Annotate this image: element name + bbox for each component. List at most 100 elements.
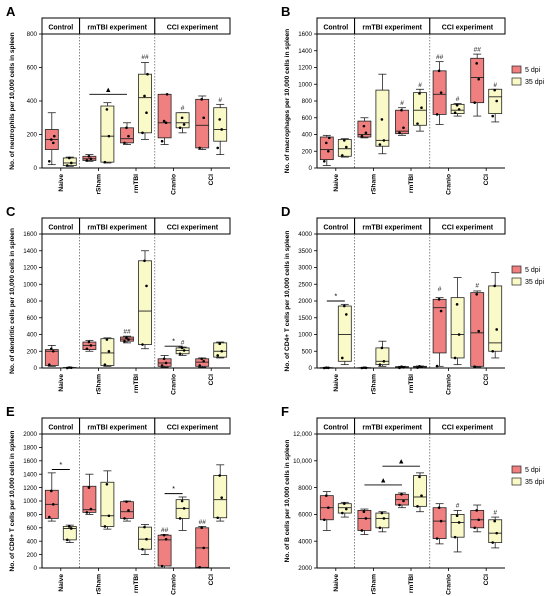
data-point bbox=[103, 363, 107, 366]
group-header-label: Control bbox=[323, 25, 348, 32]
data-point bbox=[439, 309, 443, 313]
y-tick-label: 1600 bbox=[298, 31, 312, 38]
data-point bbox=[70, 161, 73, 165]
data-point bbox=[218, 342, 221, 346]
group-header-box bbox=[154, 417, 231, 435]
data-point bbox=[345, 507, 348, 511]
data-point bbox=[362, 366, 366, 369]
data-point bbox=[220, 349, 223, 353]
box-5dpi bbox=[120, 127, 134, 144]
data-point bbox=[400, 365, 403, 368]
data-point bbox=[66, 538, 69, 542]
x-tick-label: Cranio bbox=[446, 574, 453, 595]
group-header-label: rmTBI experiment bbox=[87, 25, 147, 32]
y-tick-label: 1000 bbox=[298, 81, 312, 88]
data-point bbox=[416, 505, 419, 508]
group-header-label: CCI experiment bbox=[167, 25, 219, 32]
group-header-label: rmTBI experiment bbox=[87, 225, 147, 232]
data-point bbox=[327, 366, 330, 370]
data-point bbox=[145, 111, 148, 115]
data-point bbox=[453, 356, 457, 360]
y-tick-label: 1000 bbox=[23, 498, 37, 505]
data-point bbox=[70, 366, 73, 370]
group-header-label: CCI experiment bbox=[167, 425, 219, 432]
box-5dpi bbox=[44, 349, 59, 366]
data-point bbox=[437, 298, 441, 301]
data-point bbox=[200, 98, 203, 101]
data-point bbox=[360, 529, 364, 532]
data-point bbox=[378, 526, 382, 530]
data-point bbox=[495, 531, 498, 535]
data-point bbox=[143, 94, 146, 98]
data-point bbox=[343, 502, 346, 505]
x-tick-label: rSham bbox=[95, 374, 102, 395]
data-point bbox=[420, 494, 423, 497]
group-header-label: CCI experiment bbox=[442, 425, 494, 432]
data-point bbox=[198, 146, 201, 150]
y-tick-label: 10,000 bbox=[293, 458, 312, 465]
data-point bbox=[475, 509, 478, 512]
data-point bbox=[362, 510, 366, 514]
data-point bbox=[68, 525, 71, 528]
data-point bbox=[491, 541, 494, 544]
panel-f: F Control rmTBI experiment CCI experiment 20… bbox=[281, 404, 545, 595]
legend-swatch bbox=[511, 77, 522, 86]
data-point bbox=[200, 357, 203, 361]
data-point bbox=[160, 564, 164, 568]
box-35dpi bbox=[175, 499, 190, 519]
group-header-label: Control bbox=[48, 25, 73, 32]
data-point bbox=[202, 116, 205, 120]
data-point bbox=[123, 339, 126, 343]
x-tick-label: rmTBI bbox=[133, 374, 140, 393]
box-35dpi bbox=[488, 519, 503, 543]
significance-marker: ## bbox=[123, 329, 131, 336]
x-tick-label: rSham bbox=[95, 174, 102, 195]
y-tick-label: 0 bbox=[309, 365, 313, 372]
panel-letter: D bbox=[281, 204, 290, 219]
data-point bbox=[398, 503, 401, 507]
box-35dpi bbox=[337, 503, 352, 514]
data-point bbox=[198, 566, 201, 569]
data-point bbox=[105, 482, 109, 486]
data-point bbox=[164, 361, 168, 365]
data-point bbox=[400, 108, 403, 112]
data-point bbox=[202, 546, 205, 550]
significance-marker: # bbox=[218, 97, 222, 104]
x-tick-label: rmTBI bbox=[408, 174, 415, 193]
data-point bbox=[345, 145, 348, 149]
x-tick-label: Cranio bbox=[171, 374, 178, 395]
box-35dpi bbox=[138, 260, 152, 345]
significance-bracket-label: * bbox=[172, 337, 175, 346]
data-point bbox=[382, 517, 386, 520]
y-tick-label: 600 bbox=[27, 525, 38, 532]
box-35dpi bbox=[213, 107, 228, 142]
data-point bbox=[50, 489, 53, 493]
box-35dpi bbox=[213, 475, 228, 519]
box-5dpi bbox=[470, 292, 485, 367]
significance-bracket-label: * bbox=[172, 484, 175, 493]
data-point bbox=[87, 486, 91, 489]
data-point bbox=[362, 124, 366, 128]
group-header-label: rmTBI experiment bbox=[362, 425, 422, 432]
data-point bbox=[180, 499, 184, 503]
data-point bbox=[127, 134, 130, 138]
data-point bbox=[493, 519, 496, 523]
data-point bbox=[103, 160, 107, 164]
data-point bbox=[70, 527, 73, 530]
y-tick-label: 1600 bbox=[23, 231, 37, 238]
data-point bbox=[182, 123, 186, 126]
y-tick-label: 1400 bbox=[298, 48, 312, 55]
data-point bbox=[439, 519, 443, 523]
box-35dpi bbox=[100, 481, 115, 527]
group-header-box bbox=[429, 17, 506, 35]
box-5dpi bbox=[319, 136, 334, 161]
y-tick-label: 800 bbox=[27, 31, 38, 38]
data-point bbox=[50, 138, 53, 141]
y-tick-label: 400 bbox=[27, 538, 38, 545]
legend-swatch bbox=[511, 277, 522, 286]
x-tick-label: rSham bbox=[95, 574, 102, 595]
group-header-label: Control bbox=[48, 225, 73, 232]
data-point bbox=[325, 494, 328, 497]
data-point bbox=[491, 114, 494, 118]
data-point bbox=[382, 360, 386, 363]
